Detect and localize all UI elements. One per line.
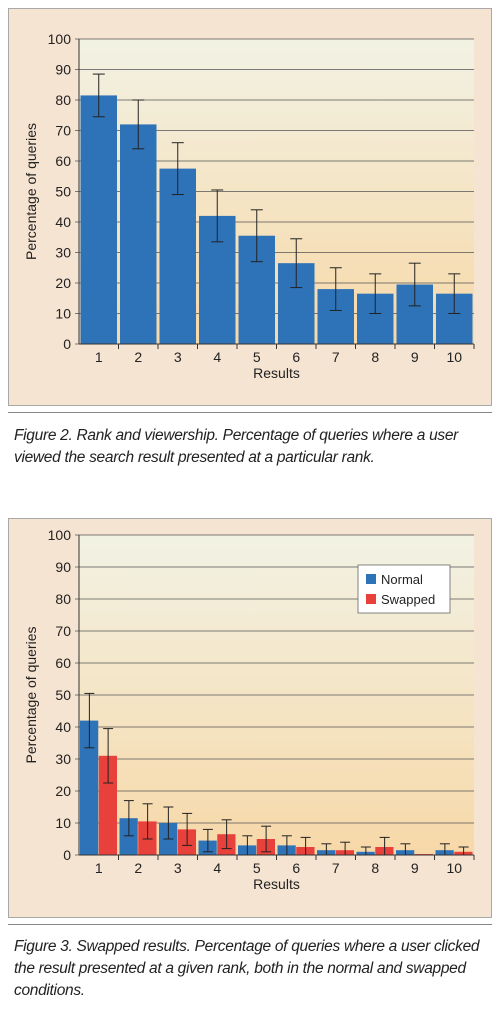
- y-tick-label: 0: [63, 847, 71, 863]
- x-tick-label: 5: [253, 349, 261, 365]
- x-tick-label: 7: [332, 349, 340, 365]
- x-tick-label: 6: [292, 860, 300, 876]
- x-axis-label: Results: [253, 365, 300, 381]
- caption-rule-top-2: [8, 924, 492, 925]
- y-tick-label: 80: [55, 92, 71, 108]
- chart-rank-viewership: 0 10 20 30 40 50 60 70 80 90 100 1 2 3 4 5 6 7 8 9 10 Results…: [9, 9, 491, 405]
- y-tick-label: 20: [55, 783, 71, 799]
- figure-2-caption: Figure 2. Rank and viewership. Percentag…: [14, 425, 490, 469]
- bar: [81, 95, 118, 344]
- y-tick-label: 0: [63, 336, 71, 352]
- x-tick-label: 10: [446, 349, 462, 365]
- x-tick-label: 1: [95, 349, 103, 365]
- y-tick-label: 80: [55, 591, 71, 607]
- chart-swapped-results: 0 10 20 30 40 50 60 70 80 90 100 1 2 3 4 5 6 7 8 9 10 Results…: [9, 519, 491, 917]
- y-tick-label: 50: [55, 687, 71, 703]
- bar: [120, 124, 157, 344]
- x-tick-label: 3: [174, 860, 182, 876]
- x-axis-label: Results: [253, 876, 300, 892]
- y-tick-label: 10: [55, 815, 71, 831]
- y-axis-label: Percentage of queries: [23, 627, 39, 764]
- x-tick-label: 10: [446, 860, 462, 876]
- y-tick-label: 70: [55, 123, 71, 139]
- y-tick-label: 40: [55, 214, 71, 230]
- figure-2-panel: 0 10 20 30 40 50 60 70 80 90 100 1 2 3 4 5 6 7 8 9 10 Results…: [8, 8, 492, 406]
- figure-3-caption: Figure 3. Swapped results. Percentage of…: [14, 936, 490, 1002]
- y-tick-label: 30: [55, 245, 71, 261]
- x-tick-label: 9: [411, 349, 419, 365]
- x-tick-label: 8: [371, 860, 379, 876]
- legend-label: Normal: [381, 572, 423, 587]
- x-tick-label: 1: [95, 860, 103, 876]
- y-tick-label: 90: [55, 559, 71, 575]
- y-tick-label: 50: [55, 184, 71, 200]
- x-tick-label: 3: [174, 349, 182, 365]
- figure-3-panel: 0 10 20 30 40 50 60 70 80 90 100 1 2 3 4 5 6 7 8 9 10 Results…: [8, 518, 492, 918]
- legend-label: Swapped: [381, 592, 435, 607]
- x-tick-label: 4: [213, 860, 221, 876]
- x-tick-label: 9: [411, 860, 419, 876]
- y-tick-label: 100: [48, 31, 72, 47]
- y-tick-label: 90: [55, 62, 71, 78]
- x-tick-label: 2: [134, 349, 142, 365]
- y-tick-label: 70: [55, 623, 71, 639]
- y-tick-label: 60: [55, 153, 71, 169]
- legend-swatch: [366, 574, 376, 584]
- y-tick-label: 100: [48, 527, 72, 543]
- x-tick-label: 4: [213, 349, 221, 365]
- x-tick-label: 7: [332, 860, 340, 876]
- legend-swatch: [366, 594, 376, 604]
- y-tick-label: 60: [55, 655, 71, 671]
- y-tick-label: 30: [55, 751, 71, 767]
- x-tick-label: 2: [134, 860, 142, 876]
- x-tick-label: 8: [371, 349, 379, 365]
- x-tick-label: 5: [253, 860, 261, 876]
- y-tick-label: 10: [55, 306, 71, 322]
- caption-rule-top: [8, 412, 492, 413]
- y-tick-label: 40: [55, 719, 71, 735]
- y-axis-label: Percentage of queries: [23, 123, 39, 260]
- y-tick-label: 20: [55, 275, 71, 291]
- x-tick-label: 6: [292, 349, 300, 365]
